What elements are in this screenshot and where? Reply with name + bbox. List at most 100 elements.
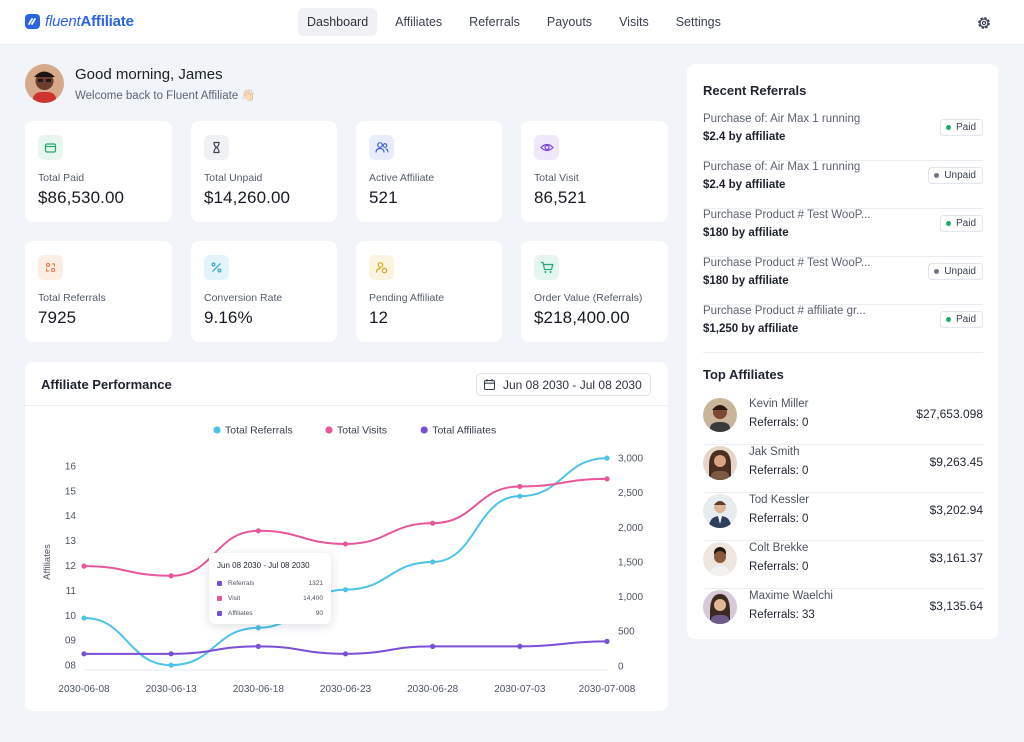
- x-tick-label: 2030-06-13: [146, 684, 198, 695]
- referral-desc: Purchase Product # Test WooP...: [703, 209, 871, 221]
- user-avatar[interactable]: [25, 64, 64, 103]
- status-dot: [945, 317, 951, 322]
- affiliate-amount: $27,653.098: [916, 407, 983, 421]
- affiliate-row[interactable]: Kevin Miller Referrals: 0 $27,653.098: [703, 397, 983, 445]
- referral-amount: $180 by affiliate: [703, 227, 789, 239]
- x-tick-label: 2030-06-18: [233, 684, 285, 695]
- calendar-icon: [483, 379, 496, 391]
- y-tick-label: 12: [65, 561, 77, 572]
- x-axis: 2030-06-08 2030-06-13 2030-06-18 2030-06-23…: [58, 684, 635, 695]
- stat-value: $86,530.00: [38, 188, 125, 207]
- top-navigation-bar: fluentAffiliate Dashboard Affiliates Ref…: [0, 0, 1024, 45]
- stat-card-pending-affiliate[interactable]: Pending Affiliate 12: [356, 241, 502, 342]
- swatch: [217, 611, 222, 616]
- affiliate-amount: $3,135.64: [929, 599, 983, 613]
- divider: [25, 405, 667, 406]
- legend-swatch: [420, 426, 428, 434]
- nav-referrals[interactable]: Referrals: [469, 15, 520, 29]
- stat-card-order-value[interactable]: Order Value (Referrals) $218,400.00: [521, 241, 668, 342]
- stat-card-total-visit[interactable]: Total Visit 86,521: [521, 121, 668, 222]
- chart-tooltip: Jun 08 2030 - Jul 08 2030 Referrals 1321…: [209, 553, 331, 624]
- series-point: [604, 455, 610, 461]
- nav-affiliates[interactable]: Affiliates: [395, 15, 443, 29]
- tooltip-title: Jun 08 2030 - Jul 08 2030: [217, 561, 310, 570]
- stat-label: Active Affiliate: [369, 172, 435, 184]
- status-dot: [945, 221, 951, 226]
- series-point: [430, 520, 436, 526]
- referral-row[interactable]: Purchase of: Air Max 1 running $2.4 by a…: [703, 161, 983, 209]
- referral-desc: Purchase Product # Test WooP...: [703, 257, 871, 269]
- legend-label: Total Affiliates: [432, 425, 496, 437]
- tooltip-row: Referrals 1321: [217, 580, 323, 587]
- tooltip-row-value: 14,400: [303, 595, 323, 602]
- stat-value: $14,260.00: [204, 188, 291, 207]
- top-affiliates-title: Top Affiliates: [703, 367, 784, 382]
- stat-label: Total Referrals: [38, 292, 106, 304]
- y-tick-label: 11: [66, 586, 77, 597]
- y2-tick-label: 2,000: [618, 523, 643, 534]
- x-tick-label: 2030-06-28: [407, 684, 459, 695]
- affiliate-amount: $3,161.37: [929, 551, 983, 565]
- affiliate-row[interactable]: Tod Kessler Referrals: 0 $3,202.94: [703, 493, 983, 541]
- status-badge: Unpaid: [928, 167, 983, 184]
- referral-amount: $180 by affiliate: [703, 275, 789, 287]
- referral-row[interactable]: Purchase Product # affiliate gr... $1,25…: [703, 305, 983, 353]
- nav-payouts[interactable]: Payouts: [546, 15, 593, 29]
- stat-card-conversion-rate[interactable]: Conversion Rate 9.16%: [191, 241, 337, 342]
- avatar: [703, 542, 737, 576]
- stat-value: 9.16%: [204, 308, 253, 327]
- series-point: [517, 643, 523, 649]
- performance-chart: Total Referrals Total Visits Total Affilia…: [42, 425, 643, 696]
- series-point: [81, 563, 87, 569]
- y2-tick-label: 0: [618, 661, 624, 672]
- series-point: [342, 541, 349, 547]
- nav-dashboard[interactable]: Dashboard: [298, 8, 378, 36]
- gear-icon[interactable]: [976, 15, 992, 31]
- affiliate-name: Tod Kessler: [749, 494, 810, 506]
- affiliate-row[interactable]: Colt Brekke Referrals: 0 $3,161.37: [703, 541, 983, 589]
- stat-label: Conversion Rate: [204, 292, 283, 304]
- stat-card-total-referrals[interactable]: Total Referrals 7925: [25, 241, 172, 342]
- series-point: [255, 625, 261, 631]
- x-tick-label: 2030-06-08: [58, 684, 110, 695]
- affiliate-row[interactable]: Maxime Waelchi Referrals: 33 $3,135.64: [703, 589, 983, 637]
- stat-card-total-paid[interactable]: Total Paid $86,530.00: [25, 121, 172, 222]
- main-nav: Dashboard Affiliates Referrals Payouts V…: [298, 8, 735, 36]
- referral-amount: $2.4 by affiliate: [703, 131, 786, 143]
- affiliate-referrals: Referrals: 33: [749, 609, 815, 621]
- y-axis: 16 15 14 13 12 11 10 09 08 Affiliates: [42, 461, 76, 671]
- y2-axis: 3,000 2,500 2,000 1,500 1,000 500 0: [618, 454, 643, 673]
- series-point: [517, 483, 523, 490]
- referral-row[interactable]: Purchase Product # Test WooP... $180 by …: [703, 209, 983, 257]
- percent-icon: [204, 255, 229, 280]
- affiliate-name: Kevin Miller: [749, 398, 809, 410]
- stat-card-total-unpaid[interactable]: Total Unpaid $14,260.00: [191, 121, 337, 222]
- date-range-picker[interactable]: Jun 08 2030 - Jul 08 2030: [476, 373, 651, 396]
- tooltip-row: Visit 14,400: [217, 595, 323, 602]
- series-point: [81, 615, 87, 621]
- y-tick-label: 16: [65, 461, 77, 472]
- legend-swatch: [213, 426, 221, 434]
- legend-label: Total Visits: [337, 425, 387, 437]
- nav-settings[interactable]: Settings: [675, 15, 721, 29]
- tooltip-row-label: Visit: [228, 595, 241, 602]
- brand-logo[interactable]: fluentAffiliate: [25, 13, 134, 30]
- nav-visits[interactable]: Visits: [619, 15, 649, 29]
- referral-row[interactable]: Purchase of: Air Max 1 running $2.4 by a…: [703, 113, 983, 161]
- y2-tick-label: 1,000: [618, 592, 643, 603]
- avatar: [703, 398, 737, 432]
- series-point: [604, 476, 610, 482]
- stat-label: Total Paid: [38, 172, 85, 184]
- tooltip-row-label: Referrals: [228, 580, 255, 587]
- status-badge: Paid: [939, 119, 983, 136]
- stat-card-active-affiliate[interactable]: Active Affiliate 521: [356, 121, 502, 222]
- series-point: [168, 651, 174, 657]
- referral-amount: $1,250 by affiliate: [703, 323, 799, 335]
- status-badge: Unpaid: [928, 263, 983, 280]
- affiliate-amount: $9,263.45: [929, 455, 983, 469]
- affiliate-row[interactable]: Jak Smith Referrals: 0 $9,263.45: [703, 445, 983, 493]
- referral-row[interactable]: Purchase Product # Test WooP... $180 by …: [703, 257, 983, 305]
- eye-icon: [534, 135, 559, 160]
- x-tick-label: 2030-07-008: [579, 684, 636, 695]
- logo-mark-icon: [25, 14, 40, 29]
